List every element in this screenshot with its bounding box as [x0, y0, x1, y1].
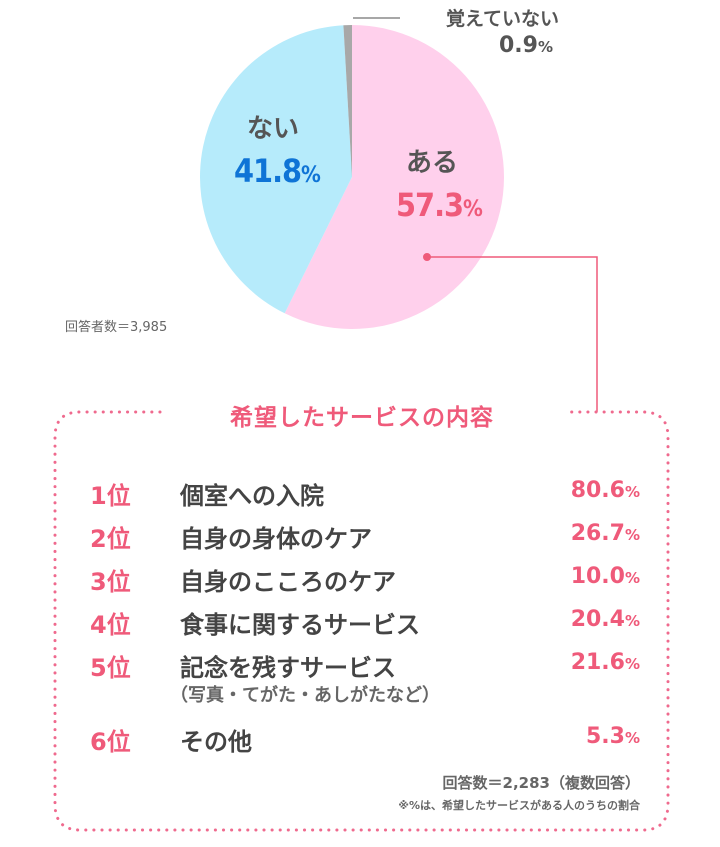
- service-5-percent-unit: %: [624, 655, 640, 673]
- rank-6: 6位: [90, 728, 131, 756]
- service-5-label: 記念を残すサービス: [180, 654, 396, 682]
- oboete-percent: 0.9%: [499, 33, 553, 58]
- pie-slice-nai: [200, 25, 352, 314]
- oboete-label-text: 覚えていない: [446, 8, 560, 30]
- service-2-percent: 26.7%: [571, 521, 640, 546]
- percent-basis-note: ※%は、希望したサービスがある人のうちの割合: [398, 799, 640, 812]
- nai-percent: 41.8%: [234, 152, 321, 190]
- services-title: 希望したサービスの内容: [218, 398, 506, 432]
- nai-label: ない: [247, 114, 300, 144]
- service-1-percent: 80.6%: [571, 478, 640, 503]
- service-6-label: その他: [180, 728, 252, 756]
- service-6-percent-value: 5.3: [585, 724, 625, 749]
- rank-3: 3位: [90, 568, 131, 596]
- respondent-count: 回答者数＝3,985: [65, 320, 168, 335]
- service-1-percent-value: 80.6: [570, 478, 625, 503]
- service-1-percent-unit: %: [624, 483, 640, 501]
- service-3-percent-value: 10.0: [570, 564, 625, 589]
- service-6-percent: 5.3%: [586, 724, 640, 749]
- service-5-percent: 21.6%: [571, 650, 640, 675]
- rank-1: 1位: [90, 482, 131, 510]
- service-5-sublabel: （写真・てがた・あしがたなど）: [170, 685, 440, 706]
- service-3-percent: 10.0%: [571, 564, 640, 589]
- service-4-percent: 20.4%: [571, 607, 640, 632]
- aru-connector-line: [427, 256, 598, 412]
- rank-4: 4位: [90, 611, 131, 639]
- pie-slice-oboete: [343, 25, 352, 177]
- nai-percent-unit: %: [301, 163, 321, 188]
- service-2-percent-unit: %: [624, 526, 640, 544]
- nai-percent-value: 41.8: [234, 152, 302, 190]
- service-6-percent-unit: %: [624, 729, 640, 747]
- service-2-percent-value: 26.7: [570, 521, 625, 546]
- aru-label: ある: [406, 148, 459, 178]
- service-1-label: 個室への入院: [180, 482, 324, 510]
- oboete-percent-value: 0.9: [499, 33, 538, 58]
- aru-percent-unit: %: [463, 197, 483, 222]
- pie-slices: [200, 25, 504, 329]
- rank-5: 5位: [90, 654, 131, 682]
- answer-count-note: 回答数＝2,283（複数回答）: [442, 774, 640, 792]
- service-3-label: 自身のこころのケア: [180, 568, 396, 596]
- service-2-label: 自身の身体のケア: [180, 525, 372, 553]
- service-5-percent-value: 21.6: [570, 650, 625, 675]
- oboete-label: 覚えていない: [446, 4, 559, 31]
- rank-2: 2位: [90, 525, 131, 553]
- service-4-percent-value: 20.4: [570, 607, 625, 632]
- aru-percent: 57.3%: [396, 186, 483, 224]
- aru-percent-value: 57.3: [396, 186, 464, 224]
- services-box-border: [53, 410, 670, 832]
- oboete-percent-unit: %: [537, 38, 554, 56]
- service-4-percent-unit: %: [624, 612, 640, 630]
- service-3-percent-unit: %: [624, 569, 640, 587]
- service-4-label: 食事に関するサービス: [180, 611, 420, 639]
- pie-slice-aru: [284, 25, 504, 329]
